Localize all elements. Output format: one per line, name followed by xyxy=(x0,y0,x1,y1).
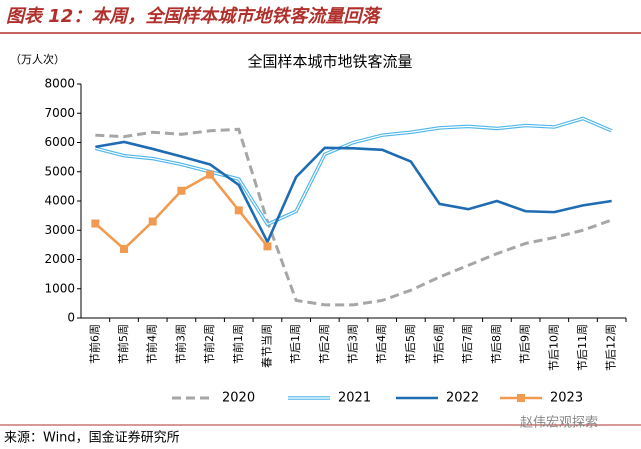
y-axis-label: （万人次） xyxy=(10,52,65,66)
x-tick-label: 节后3周 xyxy=(347,324,360,364)
legend-marker xyxy=(517,394,525,402)
x-tick-label: 节前6周 xyxy=(87,324,101,364)
x-tick-label: 节后12周 xyxy=(605,324,618,371)
series-line-inner xyxy=(95,117,612,226)
point xyxy=(234,206,243,215)
point xyxy=(206,170,215,179)
watermark: 赵伟宏观探索 xyxy=(520,416,598,431)
x-tick-label: 节前3周 xyxy=(173,324,187,364)
x-tick-label: 节后8周 xyxy=(490,324,503,364)
legend-label: 2021 xyxy=(338,391,371,406)
series-line xyxy=(95,140,612,245)
y-tick-label: 8000 xyxy=(44,77,75,91)
y-tick-label: 6000 xyxy=(44,135,75,149)
x-tick-label: 节前2周 xyxy=(202,324,216,364)
x-tick-label: 春节当周 xyxy=(259,324,273,368)
chart-title: 全国样本城市地铁客流量 xyxy=(247,53,412,71)
y-tick-label: 4000 xyxy=(44,194,75,208)
point xyxy=(120,244,129,253)
x-tick-label: 节后9周 xyxy=(519,324,532,364)
x-tick-label: 节后4周 xyxy=(375,324,388,364)
source: 来源：Wind，国金证券研究所 xyxy=(4,430,180,446)
legend-label: 2022 xyxy=(446,391,479,406)
series-line xyxy=(95,127,613,307)
x-tick-label: 节前4周 xyxy=(145,324,159,364)
x-tick-label: 节后7周 xyxy=(461,324,474,364)
y-tick-label: 7000 xyxy=(44,106,75,120)
x-tick-label: 节后2周 xyxy=(318,324,331,364)
point xyxy=(148,217,157,226)
x-tick-label: 节后1周 xyxy=(289,324,302,364)
y-tick-label: 5000 xyxy=(44,164,75,178)
y-tick-label: 0 xyxy=(67,311,75,325)
y-tick-label: 1000 xyxy=(44,281,75,295)
legend-label: 2020 xyxy=(222,391,255,406)
point xyxy=(91,219,100,228)
x-tick-label: 节前5周 xyxy=(116,324,130,364)
x-tick-label: 节后11周 xyxy=(576,324,589,371)
point xyxy=(263,242,272,251)
x-tick-label: 节后10周 xyxy=(547,324,560,371)
y-tick-label: 2000 xyxy=(44,252,75,266)
x-tick-label: 节前1周 xyxy=(231,324,245,364)
legend-label: 2023 xyxy=(550,391,583,406)
x-tick-label: 节后5周 xyxy=(404,324,417,364)
point xyxy=(177,186,186,195)
x-tick-label: 节后6周 xyxy=(433,324,446,364)
header-title: 图表 12：本周，全国样本城市地铁客流量回落 xyxy=(6,6,382,27)
y-tick-label: 3000 xyxy=(44,223,75,237)
